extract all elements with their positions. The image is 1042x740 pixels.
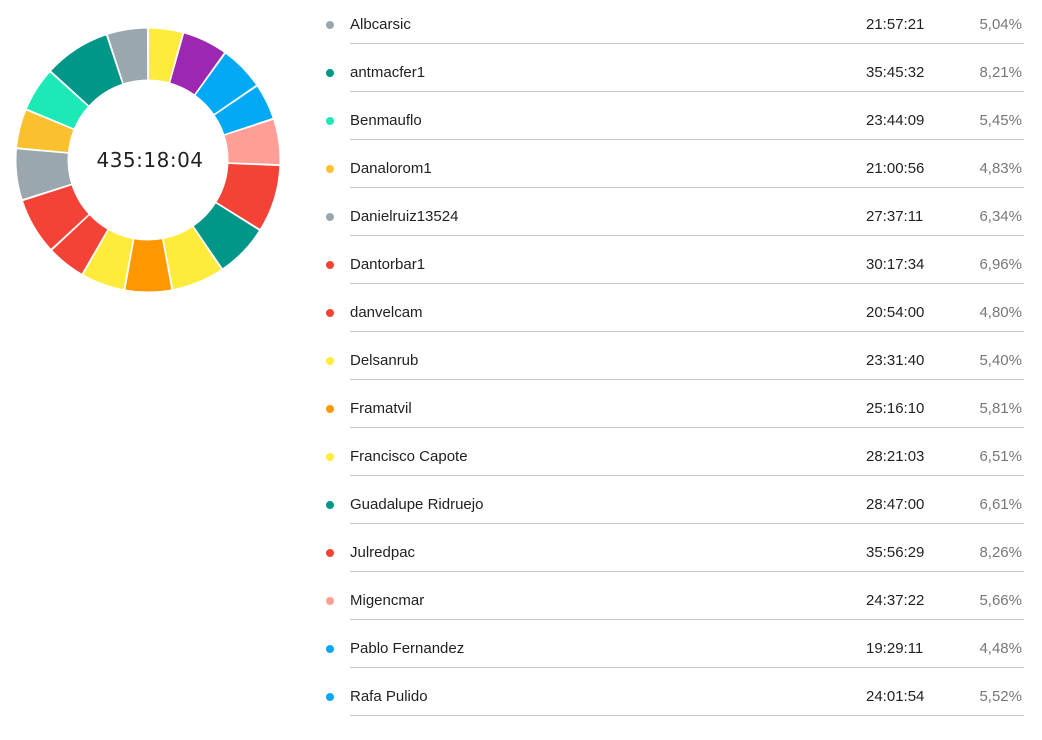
legend-time: 23:44:09 [866, 112, 925, 129]
legend-time: 23:31:40 [866, 352, 925, 369]
legend-percent: 6,51% [979, 448, 1022, 465]
legend-name: Albcarsic [350, 16, 411, 33]
legend-row[interactable]: Danalorom1 21:00:56 4,83% [320, 144, 1024, 192]
legend-name: Migencmar [350, 592, 425, 609]
legend-percent: 4,80% [979, 304, 1022, 321]
legend-color-dot [326, 645, 334, 653]
legend-row[interactable]: Danielruiz13524 27:37:11 6,34% [320, 192, 1024, 240]
donut-slice-danalorom1[interactable] [16, 109, 75, 154]
donut-slice-framatvil[interactable] [124, 238, 173, 293]
legend-color-dot [326, 21, 334, 29]
legend-row[interactable]: Albcarsic 21:57:21 5,04% [320, 0, 1024, 48]
legend-row[interactable]: Julredpac 35:56:29 8,26% [320, 528, 1024, 576]
legend-percent: 6,61% [979, 496, 1022, 513]
legend-color-dot [326, 405, 334, 413]
legend-name: Danalorom1 [350, 160, 432, 177]
legend-time: 28:21:03 [866, 448, 925, 465]
legend-percent: 6,34% [979, 208, 1022, 225]
legend-name: Danielruiz13524 [350, 208, 459, 225]
legend-color-dot [326, 357, 334, 365]
donut-slice-delsanrub[interactable] [82, 228, 134, 291]
legend-color-dot [326, 165, 334, 173]
legend-time: 20:54:00 [866, 304, 925, 321]
legend-row[interactable]: danvelcam 20:54:00 4,80% [320, 288, 1024, 336]
legend-name: Julredpac [350, 544, 416, 561]
legend-row[interactable]: Dantorbar1 30:17:34 6,96% [320, 240, 1024, 288]
legend-time: 24:01:54 [866, 688, 925, 705]
legend-row[interactable]: Rafa Pulido 24:01:54 5,52% [320, 672, 1024, 720]
legend-name: antmacfer1 [350, 64, 426, 81]
legend-percent: 5,45% [979, 112, 1022, 129]
legend-name: Pablo Fernandez [350, 640, 465, 657]
donut-slice-benmauflo[interactable] [25, 71, 90, 130]
legend-color-dot [326, 693, 334, 701]
legend-row[interactable]: Guadalupe Ridruejo 28:47:00 6,61% [320, 480, 1024, 528]
legend-percent: 6,96% [979, 256, 1022, 273]
donut-svg [15, 27, 281, 293]
legend-time: 35:56:29 [866, 544, 925, 561]
legend-percent: 5,40% [979, 352, 1022, 369]
legend-name: Benmauflo [350, 112, 422, 129]
legend-percent: 5,04% [979, 16, 1022, 33]
legend-time: 25:16:10 [866, 400, 925, 417]
donut-slice-julredpac[interactable] [215, 162, 281, 231]
donut-slice-dantorbar1[interactable] [21, 184, 90, 251]
legend-color-dot [326, 549, 334, 557]
legend-name: Guadalupe Ridruejo [350, 496, 484, 513]
legend-time: 24:37:22 [866, 592, 925, 609]
legend-row[interactable]: Migencmar 24:37:22 5,66% [320, 576, 1024, 624]
legend-row[interactable]: Pablo Fernandez 19:29:11 4,48% [320, 624, 1024, 672]
legend-time: 21:57:21 [866, 16, 925, 33]
legend-row[interactable]: antmacfer1 35:45:32 8,21% [320, 48, 1024, 96]
legend-percent: 5,66% [979, 592, 1022, 609]
legend-name: Delsanrub [350, 352, 419, 369]
donut-slice-pablo-fernandez[interactable] [213, 85, 274, 136]
donut-slice-migencmar[interactable] [223, 118, 281, 166]
legend-time: 21:00:56 [866, 160, 925, 177]
legend-time: 35:45:32 [866, 64, 925, 81]
legend-time: 30:17:34 [866, 256, 925, 273]
legend-color-dot [326, 501, 334, 509]
legend-row[interactable]: Framatvil 25:16:10 5,81% [320, 384, 1024, 432]
donut-slice-rafa-pulido[interactable] [194, 52, 258, 116]
legend-list: Albcarsic 21:57:21 5,04% antmacfer1 35:45:32… [320, 0, 1024, 720]
legend-name: Francisco Capote [350, 448, 468, 465]
legend-color-dot [326, 213, 334, 221]
legend-percent: 5,81% [979, 400, 1022, 417]
legend-name: Dantorbar1 [350, 256, 426, 273]
legend-name: danvelcam [350, 304, 423, 321]
donut-slice-extra-purple[interactable] [169, 32, 226, 96]
legend-color-dot [326, 453, 334, 461]
legend-color-dot [326, 261, 334, 269]
legend-percent: 4,48% [979, 640, 1022, 657]
legend-row[interactable]: Francisco Capote 28:21:03 6,51% [320, 432, 1024, 480]
donut-slice-albcarsic[interactable] [106, 27, 149, 85]
donut-slice-danvelcam[interactable] [50, 213, 109, 275]
legend-time: 19:29:11 [866, 640, 924, 657]
legend-percent: 4,83% [979, 160, 1022, 177]
legend-row[interactable]: Benmauflo 23:44:09 5,45% [320, 96, 1024, 144]
legend-color-dot [326, 309, 334, 317]
donut-chart: 435:18:04 [10, 20, 290, 300]
legend-percent: 5,52% [979, 688, 1022, 705]
donut-slice-danielruiz13524[interactable] [15, 148, 73, 201]
legend-name: Rafa Pulido [350, 688, 428, 705]
legend-color-dot [326, 69, 334, 77]
legend-time: 28:47:00 [866, 496, 925, 513]
donut-slice-extra-yellow[interactable] [147, 27, 184, 84]
legend-percent: 8,26% [979, 544, 1022, 561]
legend-time: 27:37:11 [866, 208, 924, 225]
legend-row[interactable]: Delsanrub 23:31:40 5,40% [320, 336, 1024, 384]
donut-total-label: 435:18:04 [96, 148, 204, 172]
donut-slice-francisco-capote[interactable] [162, 225, 223, 291]
donut-slice-antmacfer1[interactable] [49, 34, 124, 107]
legend-color-dot [326, 117, 334, 125]
legend-percent: 8,21% [979, 64, 1022, 81]
legend-name: Framatvil [350, 400, 412, 417]
legend-color-dot [326, 597, 334, 605]
donut-slice-guadalupe-ridruejo[interactable] [192, 201, 261, 270]
